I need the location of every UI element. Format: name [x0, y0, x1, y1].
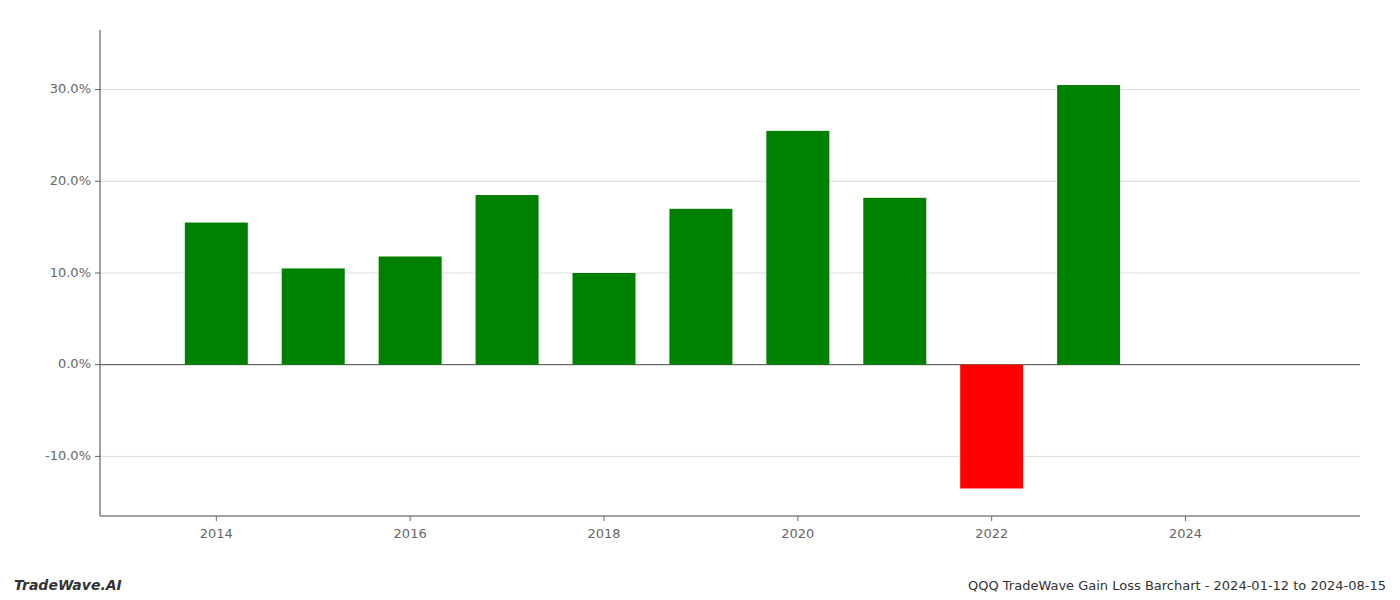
y-tick [95, 456, 100, 457]
y-axis: -10.0% 0.0% 10.0% 20.0% 30.0% [45, 30, 100, 516]
grid-line [100, 181, 1360, 182]
grid [100, 90, 1360, 457]
watermark: TradeWave.AI [14, 577, 122, 593]
bar [573, 273, 636, 365]
x-tick [1185, 516, 1186, 521]
chart: -10.0% 0.0% 10.0% 20.0% 30.0% 2014 2016 2018 202… [0, 0, 1400, 600]
title: QQQ TradeWave Gain Loss Barchart - 2024-… [968, 578, 1386, 593]
bar [185, 223, 248, 365]
x-tick-label: 2014 [200, 526, 233, 541]
y-tick-label: -10.0% [45, 448, 91, 463]
bars [185, 85, 1120, 488]
bar [379, 256, 442, 364]
y-axis-line [100, 30, 101, 516]
bar [476, 195, 539, 365]
x-tick [604, 516, 605, 521]
y-tick [95, 364, 100, 365]
y-tick-label: 30.0% [50, 81, 91, 96]
grid-line [100, 456, 1360, 457]
x-tick-label: 2018 [587, 526, 620, 541]
y-tick [95, 89, 100, 90]
y-tick [95, 273, 100, 274]
x-tick-label: 2020 [781, 526, 814, 541]
y-tick-label: 10.0% [50, 265, 91, 280]
bar [863, 198, 926, 365]
y-tick-label: 20.0% [50, 173, 91, 188]
bar [1057, 85, 1120, 365]
bar [669, 209, 732, 365]
x-tick [216, 516, 217, 521]
grid-line [100, 89, 1360, 90]
bar [282, 268, 345, 364]
y-tick-label: 0.0% [58, 356, 91, 371]
x-tick [797, 516, 798, 521]
x-tick-label: 2022 [975, 526, 1008, 541]
x-tick-label: 2016 [394, 526, 427, 541]
x-axis-line [100, 516, 1360, 517]
x-tick-label: 2024 [1169, 526, 1202, 541]
x-axis: 2014 2016 2018 2020 2022 2024 [100, 516, 1360, 541]
x-tick [410, 516, 411, 521]
x-tick [991, 516, 992, 521]
y-tick [95, 181, 100, 182]
bar [960, 365, 1023, 489]
bar [766, 131, 829, 365]
